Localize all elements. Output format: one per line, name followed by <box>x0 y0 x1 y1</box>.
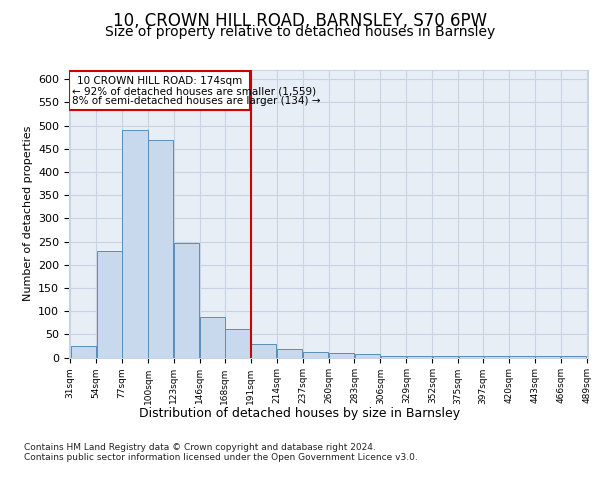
Text: 10, CROWN HILL ROAD, BARNSLEY, S70 6PW: 10, CROWN HILL ROAD, BARNSLEY, S70 6PW <box>113 12 487 30</box>
Bar <box>200 317 226 358</box>
Text: Contains public sector information licensed under the Open Government Licence v3: Contains public sector information licen… <box>24 454 418 462</box>
Text: Size of property relative to detached houses in Barnsley: Size of property relative to detached ho… <box>105 25 495 39</box>
Bar <box>381 356 406 358</box>
Bar <box>97 251 122 358</box>
Text: 8% of semi-detached houses are larger (134) →: 8% of semi-detached houses are larger (1… <box>73 96 321 106</box>
Bar <box>303 352 328 358</box>
Bar <box>329 353 354 358</box>
Bar <box>562 356 586 358</box>
Text: ← 92% of detached houses are smaller (1,559): ← 92% of detached houses are smaller (1,… <box>73 86 317 97</box>
Bar <box>459 356 484 358</box>
Y-axis label: Number of detached properties: Number of detached properties <box>23 126 32 302</box>
Bar <box>535 356 560 358</box>
FancyBboxPatch shape <box>69 72 250 110</box>
Text: Distribution of detached houses by size in Barnsley: Distribution of detached houses by size … <box>139 408 461 420</box>
Bar <box>71 346 95 358</box>
Text: Contains HM Land Registry data © Crown copyright and database right 2024.: Contains HM Land Registry data © Crown c… <box>24 442 376 452</box>
Bar <box>122 130 148 358</box>
Bar <box>175 243 199 358</box>
Text: 10 CROWN HILL ROAD: 174sqm: 10 CROWN HILL ROAD: 174sqm <box>77 76 242 86</box>
Bar <box>433 356 458 358</box>
Bar <box>355 354 380 358</box>
Bar <box>251 344 276 357</box>
Bar <box>148 140 173 358</box>
Bar <box>225 329 250 358</box>
Bar <box>509 356 535 358</box>
Bar <box>277 349 302 358</box>
Bar <box>484 356 509 358</box>
Bar <box>407 356 432 358</box>
